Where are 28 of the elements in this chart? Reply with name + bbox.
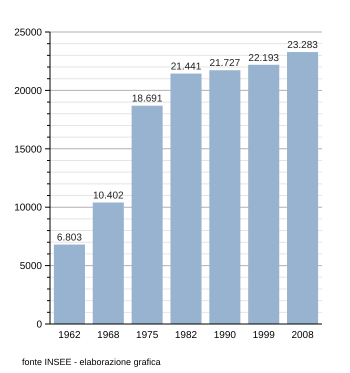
y-tick-label: 5000 — [20, 261, 42, 272]
data-label: 10.402 — [92, 190, 124, 202]
y-tick-label: 15000 — [14, 144, 42, 156]
data-label: 18.691 — [132, 94, 163, 105]
x-tick-label: 2008 — [291, 330, 314, 341]
x-tick-label: 1968 — [97, 330, 120, 341]
x-tick-label: 1975 — [136, 330, 159, 341]
bar — [209, 70, 240, 324]
y-tick-label: 20000 — [14, 86, 42, 97]
bar — [248, 64, 280, 324]
data-label: 23.283 — [287, 40, 318, 52]
y-tick-label: 10000 — [14, 202, 42, 214]
bar — [287, 52, 318, 324]
bar — [54, 244, 85, 324]
data-label: 6.803 — [56, 232, 82, 244]
y-tick-label: 25000 — [14, 28, 42, 38]
data-label: 21.727 — [210, 58, 241, 70]
bar — [170, 74, 202, 324]
x-tick-label: 1999 — [252, 330, 276, 341]
x-tick-label: 1990 — [214, 330, 236, 341]
x-tick-label: 1982 — [174, 330, 198, 341]
y-tick-label: 0 — [36, 320, 42, 330]
bar — [132, 106, 163, 324]
source-note: fonte INSEE - elaborazione grafica — [22, 357, 161, 367]
x-tick-label: 1962 — [58, 330, 81, 341]
data-label: 22.193 — [248, 52, 280, 64]
data-label: 21.441 — [170, 62, 202, 73]
bar — [92, 202, 124, 324]
